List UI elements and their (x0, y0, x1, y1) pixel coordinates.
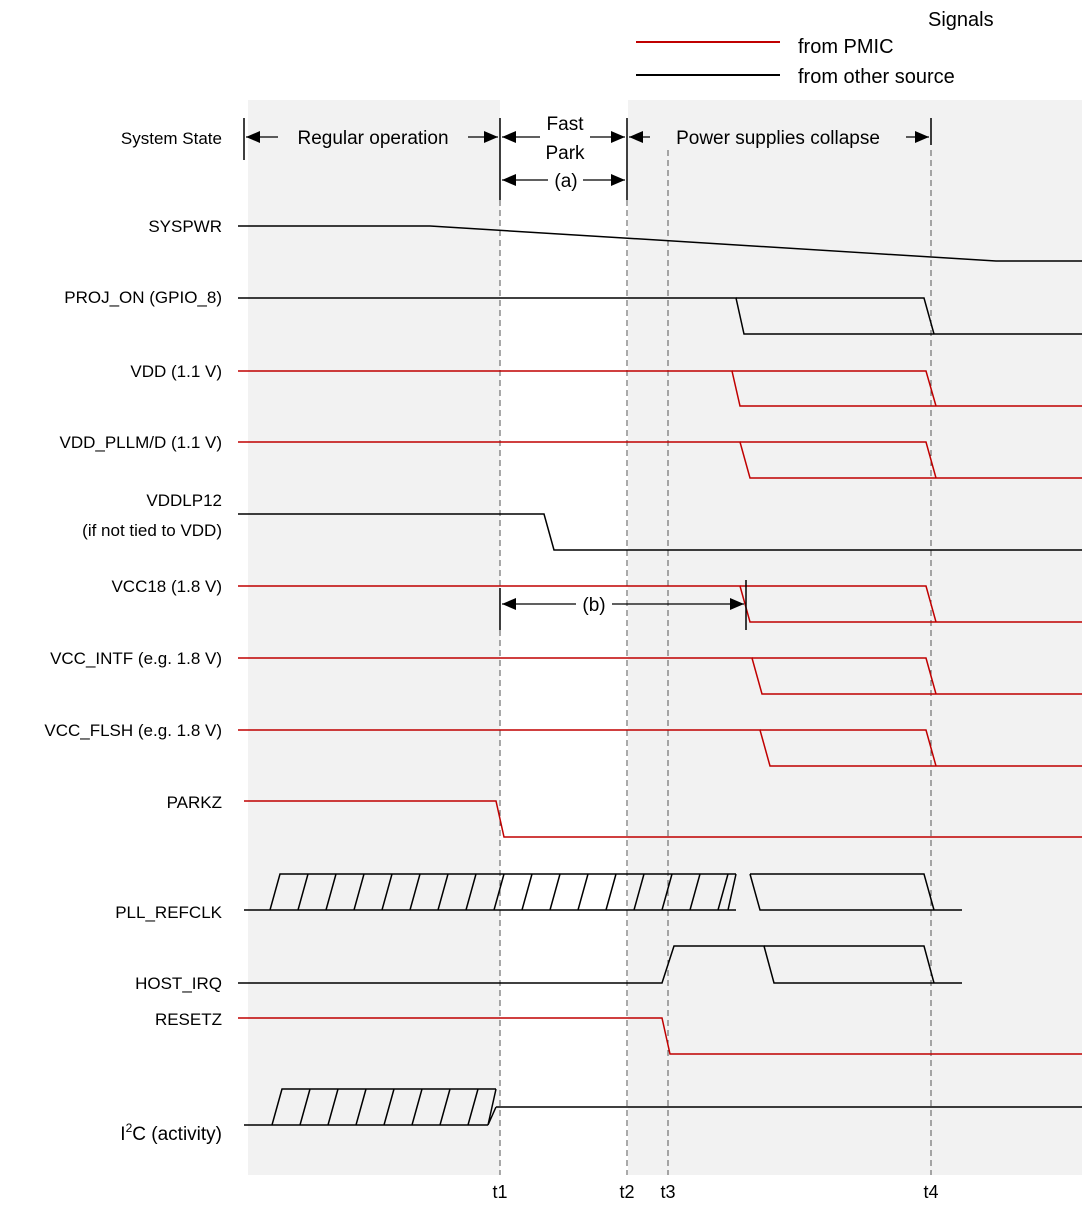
resetz-label: RESETZ (155, 1010, 222, 1029)
vcc-intf-waveform (238, 657, 1082, 695)
supplies-collapse-region (628, 100, 1082, 1175)
vdd-label: VDD (1.1 V) (130, 362, 222, 381)
regular-operation-region (248, 100, 500, 1175)
vddlp12-label-line1: VDDLP12 (146, 491, 222, 510)
arrowhead-right (730, 598, 744, 610)
vdd-waveform-alt (732, 370, 937, 407)
collapse-label: Power supplies collapse (676, 128, 880, 149)
i2c-label: I2C (activity) (120, 1121, 222, 1145)
system-state-row: System State Regular operation Fast Park… (121, 114, 932, 200)
syspwr-waveform (238, 225, 1082, 262)
vddlp12-label-line2: (if not tied to VDD) (82, 521, 222, 540)
parkz-label: PARKZ (167, 793, 222, 812)
vdd-pllm-label: VDD_PLLM/D (1.1 V) (60, 433, 223, 452)
vcc-flsh-label: VCC_FLSH (e.g. 1.8 V) (44, 721, 222, 740)
vdd-pllm-waveform-alt (740, 441, 937, 479)
vcc-flsh-waveform (238, 729, 1082, 767)
i2c-label-superscript: 2 (126, 1121, 133, 1135)
host-irq-waveform-alt (764, 945, 935, 984)
vcc18-waveform (238, 585, 1082, 623)
vcc18-label: VCC18 (1.8 V) (111, 577, 222, 596)
syspwr-label: SYSPWR (148, 217, 222, 236)
t2-label: t2 (619, 1182, 634, 1202)
interval-b: (b) (499, 580, 747, 630)
interval-a-label: (a) (554, 171, 577, 192)
proj-on-label: PROJ_ON (GPIO_8) (64, 288, 222, 307)
legend-other-label: from other source (798, 66, 955, 88)
host-irq-label: HOST_IRQ (135, 974, 222, 993)
arrowhead-left (629, 131, 643, 143)
vcc-intf-waveform-alt (752, 657, 937, 695)
vddlp12-waveform (238, 513, 1082, 551)
fast-park-label-line2: Park (545, 143, 585, 164)
arrowhead-right (611, 131, 625, 143)
legend-title: Signals (928, 9, 994, 31)
fast-park-label-line1: Fast (547, 114, 585, 135)
t4-label: t4 (923, 1182, 938, 1202)
pll-refclk-label: PLL_REFCLK (115, 903, 222, 922)
interval-b-label: (b) (582, 595, 605, 616)
arrowhead-right (484, 131, 498, 143)
resetz-waveform (238, 1017, 1082, 1055)
arrowhead-right (915, 131, 929, 143)
arrowhead-left (246, 131, 260, 143)
system-state-label: System State (121, 129, 222, 148)
i2c-label-suffix: C (activity) (132, 1124, 222, 1145)
vcc18-waveform-alt (740, 585, 937, 623)
t3-label: t3 (660, 1182, 675, 1202)
i2c-label-prefix: I (120, 1124, 125, 1145)
legend: Signals from PMIC from other source (636, 9, 994, 88)
arrowhead-left (502, 598, 516, 610)
legend-pmic-label: from PMIC (798, 36, 894, 58)
arrowhead-right (611, 174, 625, 186)
vcc-intf-label: VCC_INTF (e.g. 1.8 V) (50, 649, 222, 668)
pll-refclk-waveform (244, 873, 962, 911)
i2c-waveform (244, 1088, 1082, 1126)
t1-label: t1 (492, 1182, 507, 1202)
vcc-flsh-waveform-alt (760, 729, 937, 767)
vdd-pllm-waveform (238, 441, 1082, 479)
proj-on-waveform (238, 297, 1082, 335)
proj-on-waveform-alt (736, 297, 935, 335)
vdd-waveform (238, 370, 1082, 407)
arrowhead-left (502, 174, 516, 186)
parkz-waveform (244, 800, 1082, 838)
host-irq-waveform (238, 945, 962, 984)
regular-operation-label: Regular operation (297, 128, 448, 149)
arrowhead-left (502, 131, 516, 143)
